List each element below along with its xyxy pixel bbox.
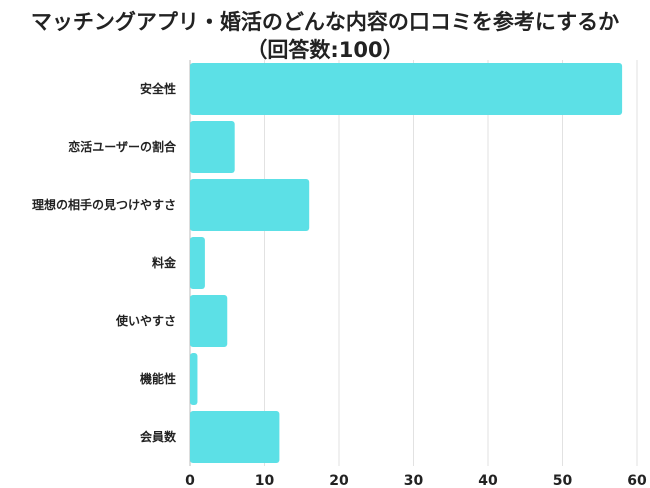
category-label: 会員数 — [140, 429, 177, 444]
bar — [190, 237, 205, 289]
x-tick-label: 40 — [478, 473, 498, 488]
x-tick-label: 60 — [627, 473, 647, 488]
x-tick-label: 0 — [185, 473, 195, 488]
category-label: 料金 — [152, 255, 177, 270]
chart-subtitle: （回答数:100） — [246, 38, 404, 62]
category-label: 機能性 — [140, 371, 176, 386]
bar — [190, 121, 235, 173]
x-tick-label: 20 — [329, 473, 349, 488]
x-tick-label: 10 — [255, 473, 275, 488]
bar — [190, 179, 310, 231]
bar — [190, 295, 228, 347]
x-tick-label: 30 — [404, 473, 424, 488]
category-label: 理想の相手の見つけやすさ — [32, 197, 176, 212]
category-label: 安全性 — [140, 81, 176, 96]
bar — [190, 411, 280, 463]
bar — [190, 353, 198, 405]
bar — [190, 63, 623, 115]
chart-title: マッチングアプリ・婚活のどんな内容の口コミを参考にするか — [30, 10, 620, 34]
category-label: 使いやすさ — [115, 313, 176, 328]
category-label: 恋活ユーザーの割合 — [68, 139, 177, 154]
x-tick-label: 50 — [553, 473, 573, 488]
